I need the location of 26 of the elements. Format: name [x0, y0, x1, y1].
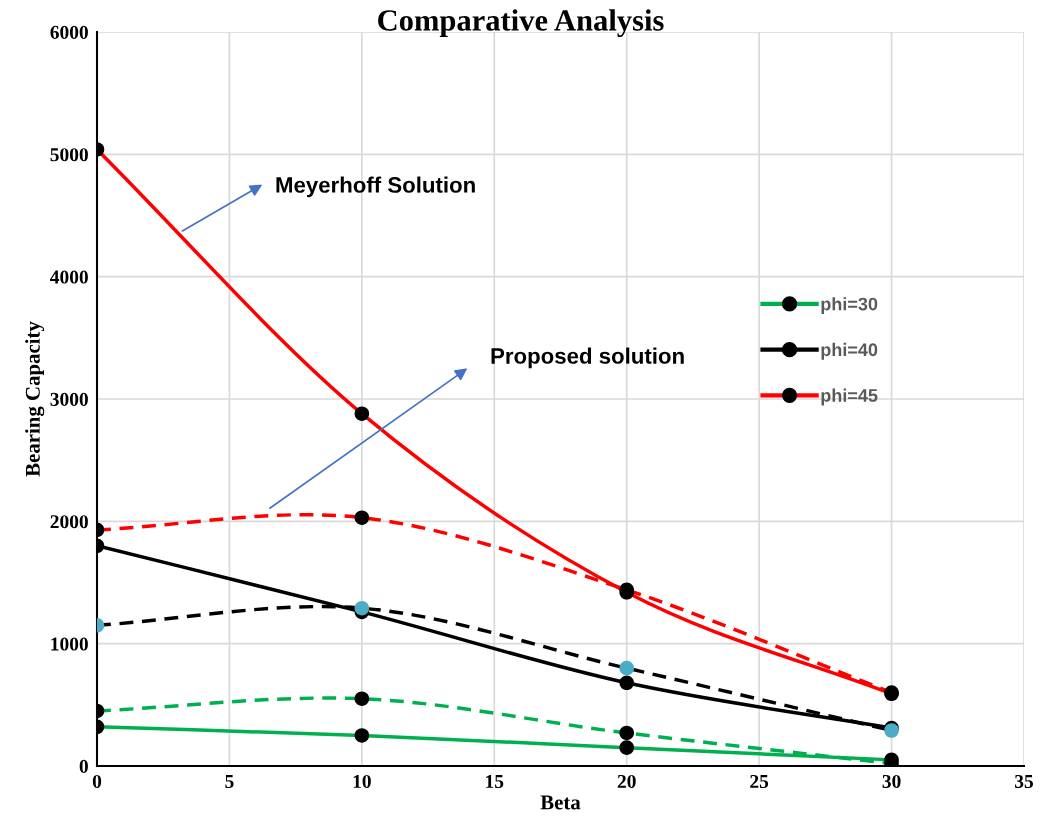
point [619, 675, 634, 691]
legend-label: phi=45 [821, 388, 878, 406]
point [354, 600, 370, 616]
x-tick-label: 25 [750, 774, 769, 789]
annotation: Meyerhoff Solution [276, 176, 475, 198]
x-tick-label: 35 [1015, 774, 1034, 789]
x-tick-label: 15 [486, 774, 504, 789]
y-tick-label: 0 [79, 759, 88, 773]
y-tick-label: 1000 [51, 637, 88, 651]
annotation: Proposed solution [491, 347, 684, 369]
x-tick-label: 0 [92, 774, 102, 789]
y-tick-label: 6000 [50, 25, 88, 39]
y-tick-label: 3000 [50, 392, 88, 406]
y-tick-label: 4000 [50, 270, 88, 284]
x-tick-label: 30 [882, 774, 901, 789]
chart-title: Comparative Analysis [378, 9, 664, 38]
x-tick-label: 5 [225, 775, 234, 789]
y-axis-title: Bearing Capacity [25, 321, 45, 477]
y-tick-label: 2000 [50, 515, 88, 529]
x-axis-title: Beta [540, 795, 581, 810]
point [619, 660, 634, 676]
legend-label: phi=30 [821, 297, 878, 314]
y-tick-label: 5000 [50, 148, 88, 162]
x-tick-label: 10 [353, 774, 371, 789]
legend-label: phi=40 [821, 342, 878, 360]
x-tick-label: 20 [617, 774, 636, 789]
